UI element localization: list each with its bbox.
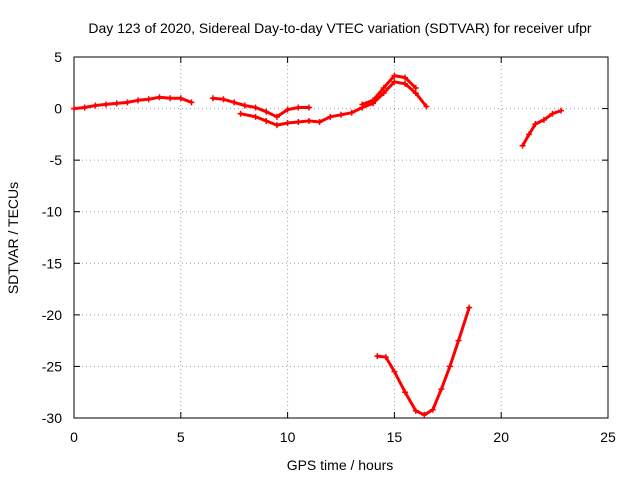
data-point (92, 102, 99, 109)
data-point (549, 110, 556, 117)
x-axis-label: GPS time / hours (287, 457, 394, 473)
data-point (402, 74, 409, 81)
axis-ticks (73, 56, 609, 419)
x-tick-label: 25 (600, 429, 616, 445)
data-point (380, 90, 387, 97)
y-tick-labels: -30 -25 -20 -15 -10 -5 0 5 (42, 49, 62, 426)
y-tick-label: -5 (50, 152, 63, 168)
data-point (124, 99, 131, 106)
data-point (263, 108, 270, 115)
data-point (525, 131, 532, 138)
y-tick-label: -20 (42, 307, 62, 323)
series-line (72, 95, 193, 111)
data-point (305, 117, 312, 124)
data-series (71, 72, 565, 418)
data-point (391, 72, 398, 79)
grid-lines (74, 57, 608, 418)
data-point (81, 104, 88, 111)
data-point (380, 84, 387, 91)
data-point (558, 107, 565, 114)
y-tick-label: 0 (54, 101, 62, 117)
y-axis-label: SDTVAR / TECUs (5, 182, 21, 294)
data-point (273, 122, 280, 129)
data-point (316, 118, 323, 125)
data-point (252, 113, 259, 120)
data-point (382, 354, 389, 361)
y-tick-label: -15 (42, 255, 62, 271)
data-point (295, 118, 302, 125)
data-point (391, 368, 398, 375)
data-point (263, 117, 270, 124)
x-tick-labels: 0 5 10 15 20 25 (70, 429, 616, 445)
data-point (374, 353, 381, 360)
series-line (239, 80, 428, 127)
data-point (252, 104, 259, 111)
data-point (438, 386, 445, 393)
data-point (540, 116, 547, 123)
data-point (338, 111, 344, 118)
series-arc-d (359, 72, 419, 108)
data-point (188, 99, 195, 106)
data-point (71, 105, 77, 112)
data-point (305, 104, 312, 111)
data-point (412, 90, 419, 97)
plot-frame (73, 56, 609, 419)
data-point (237, 110, 244, 117)
x-tick-label: 5 (177, 429, 185, 445)
data-point (402, 80, 409, 87)
data-point (284, 120, 291, 127)
data-point (519, 142, 526, 149)
data-point (231, 99, 238, 106)
x-tick-label: 0 (70, 429, 78, 445)
y-tick-label: -25 (42, 358, 62, 374)
data-point (327, 113, 334, 120)
x-tick-label: 10 (280, 429, 296, 445)
data-point (412, 407, 419, 414)
data-point (209, 95, 216, 102)
data-point (113, 100, 120, 107)
data-point (284, 106, 291, 113)
data-point (145, 96, 152, 103)
series-arc-c (237, 78, 430, 129)
data-point (532, 121, 539, 128)
y-tick-label: 5 (54, 49, 62, 65)
series-arc-e (374, 304, 473, 418)
data-point (295, 104, 302, 111)
data-point (446, 363, 453, 370)
series-line (211, 96, 311, 119)
data-point (220, 96, 227, 103)
data-point (402, 389, 409, 396)
data-point (370, 97, 377, 104)
series-arc-f (519, 107, 565, 149)
data-point (429, 406, 436, 413)
data-point (177, 95, 184, 102)
series-arc-b (209, 95, 312, 120)
y-tick-label: -10 (42, 204, 62, 220)
x-tick-label: 15 (387, 429, 403, 445)
data-point (359, 101, 366, 108)
data-point (348, 109, 355, 116)
data-point (455, 337, 462, 344)
data-point (421, 411, 428, 418)
data-point (273, 113, 280, 120)
data-point (391, 78, 398, 85)
data-point (241, 102, 248, 109)
y-tick-label: -30 (42, 410, 62, 426)
series-line (521, 109, 563, 148)
data-point (423, 103, 430, 110)
data-point (103, 101, 110, 108)
data-point (156, 94, 163, 101)
series-line (375, 306, 471, 417)
data-point (466, 304, 473, 311)
x-tick-label: 20 (493, 429, 509, 445)
series-arc-a (71, 94, 195, 112)
chart-title: Day 123 of 2020, Sidereal Day-to-day VTE… (88, 20, 592, 36)
data-point (412, 84, 419, 91)
data-point (167, 95, 174, 102)
data-point (135, 97, 142, 104)
